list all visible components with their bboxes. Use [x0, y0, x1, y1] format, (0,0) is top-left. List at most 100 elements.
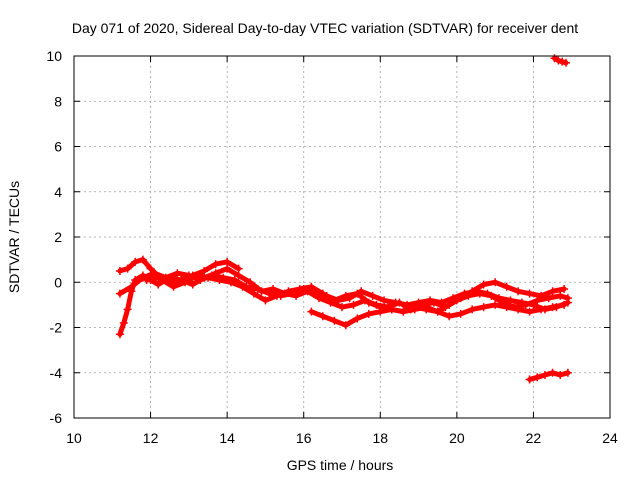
data-point: [514, 305, 523, 314]
data-point: [338, 303, 346, 312]
y-tick-label: 2: [54, 229, 62, 245]
data-point: [334, 296, 343, 305]
data-point: [449, 294, 458, 303]
data-point: [502, 303, 511, 312]
data-point: [115, 266, 124, 275]
y-tick-label: 0: [54, 274, 62, 290]
y-tick-label: -2: [50, 320, 63, 336]
data-point: [491, 278, 500, 287]
data-point: [230, 275, 239, 284]
data-point: [491, 300, 500, 309]
data-point: [142, 275, 151, 284]
data-point: [364, 298, 373, 307]
x-tick-label: 18: [372, 430, 388, 446]
data-point: [311, 287, 320, 296]
x-tick-label: 20: [449, 430, 465, 446]
data-point: [123, 264, 132, 273]
y-tick-label: 6: [54, 139, 62, 155]
data-point: [410, 305, 419, 314]
x-tick-label: 12: [143, 430, 159, 446]
ticks: [73, 55, 611, 419]
x-tick-label: 16: [296, 430, 312, 446]
data-point: [234, 271, 243, 280]
data-point: [414, 298, 423, 307]
series-trace: [117, 270, 571, 312]
data-point: [558, 57, 567, 66]
data-point: [468, 305, 477, 314]
x-tick-labels: 10 12 14 16 18 20 22 24: [66, 430, 618, 446]
data-point: [123, 305, 132, 314]
data-point: [345, 294, 354, 303]
data-point: [483, 289, 492, 298]
y-axis-label: SDTVAR / TECUs: [6, 181, 22, 293]
data-point: [138, 255, 147, 264]
x-axis-label: GPS time / hours: [287, 457, 394, 473]
x-tick-label: 14: [219, 430, 235, 446]
x-tick-label: 22: [526, 430, 542, 446]
data-point: [330, 316, 339, 325]
data-point: [265, 289, 274, 298]
data-point: [548, 303, 557, 312]
data-point: [556, 291, 565, 300]
y-tick-label: -6: [50, 410, 63, 426]
data-point: [540, 371, 549, 380]
data-point: [494, 294, 503, 303]
data-point: [154, 273, 163, 282]
data-point: [119, 318, 128, 327]
y-tick-label: -4: [50, 365, 63, 381]
data-point: [341, 321, 350, 330]
data-point: [556, 371, 565, 380]
data-point: [146, 264, 155, 273]
data-point: [563, 368, 572, 377]
data-point: [533, 296, 542, 305]
data-point: [242, 282, 251, 291]
data-point: [253, 285, 262, 294]
data-point: [223, 264, 232, 273]
data-point: [269, 285, 278, 294]
data-point: [376, 307, 385, 316]
data-point: [525, 307, 534, 316]
data-point: [115, 289, 124, 298]
data-point: [307, 307, 316, 316]
data-point: [246, 278, 255, 287]
data-point: [288, 289, 297, 298]
data-point: [506, 296, 515, 305]
data-point: [165, 278, 174, 287]
data-point: [364, 309, 373, 318]
y-tick-label: 10: [46, 48, 62, 64]
data-point: [249, 289, 258, 298]
data-point: [154, 280, 163, 289]
data-point: [537, 305, 546, 314]
series-track-c: [115, 269, 572, 314]
data-point: [349, 300, 358, 309]
data-point: [196, 275, 205, 284]
grid: [74, 56, 610, 418]
data-point: [560, 285, 569, 294]
data-point: [472, 287, 480, 296]
data-point: [177, 275, 186, 284]
data-point: [517, 298, 526, 307]
data-point: [554, 56, 563, 65]
data-point: [422, 303, 431, 312]
data-point: [529, 300, 538, 309]
data-point: [322, 291, 331, 300]
data-point: [537, 291, 546, 300]
data-point: [150, 269, 159, 278]
data-point: [433, 307, 442, 316]
data-point: [200, 266, 209, 275]
data-point: [479, 280, 488, 289]
data-point: [445, 312, 454, 321]
data-point: [502, 282, 511, 291]
data-point: [318, 312, 327, 321]
data-point: [387, 305, 396, 314]
data-point: [188, 280, 197, 289]
data-point: [234, 264, 243, 273]
series-track-d: [307, 300, 569, 330]
data-point: [548, 287, 557, 296]
data-point: [403, 300, 412, 309]
data-point: [479, 303, 488, 312]
data-point: [173, 269, 182, 278]
data-point: [299, 285, 308, 294]
